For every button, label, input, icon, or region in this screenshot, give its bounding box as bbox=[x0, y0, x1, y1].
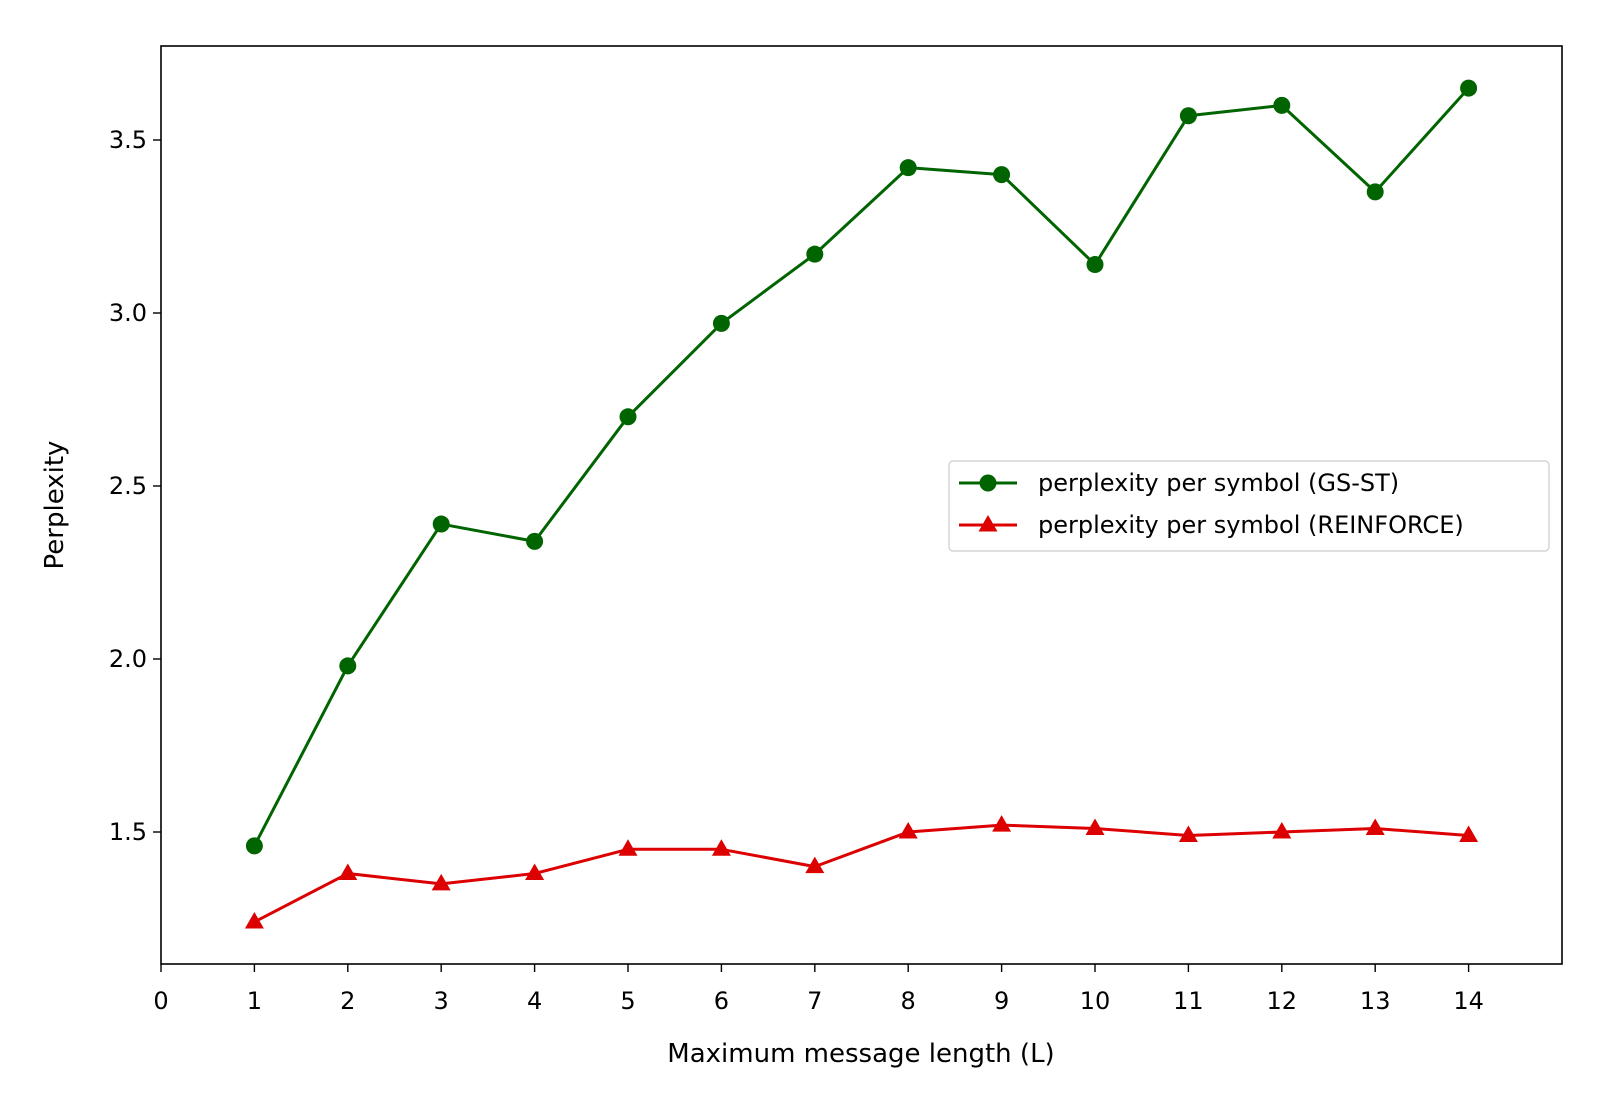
legend-label: perplexity per symbol (GS-ST) bbox=[1038, 469, 1399, 497]
series-layer bbox=[244, 79, 1479, 929]
legend-entry: perplexity per symbol (REINFORCE) bbox=[959, 511, 1464, 539]
data-point bbox=[1178, 825, 1198, 842]
y-tick-label: 2.0 bbox=[109, 645, 147, 673]
x-tick-label: 9 bbox=[994, 987, 1009, 1015]
data-point bbox=[339, 657, 357, 675]
plot-area-frame bbox=[160, 45, 1563, 965]
x-tick-label: 2 bbox=[340, 987, 355, 1015]
x-tick-label: 13 bbox=[1360, 987, 1391, 1015]
data-point bbox=[338, 863, 358, 881]
legend-marker bbox=[979, 474, 997, 492]
y-tick-label: 2.5 bbox=[109, 472, 147, 500]
legend-marker bbox=[978, 515, 998, 532]
x-tick-label: 5 bbox=[620, 987, 635, 1015]
data-point bbox=[898, 822, 918, 839]
data-point bbox=[712, 314, 730, 332]
y-axis-ticks: 1.5 2.0 2.5 3.0 3.5 bbox=[109, 126, 161, 846]
data-point bbox=[618, 839, 638, 856]
legend-entry: perplexity per symbol (GS-ST) bbox=[959, 469, 1399, 497]
series-2 bbox=[244, 815, 1479, 929]
x-tick-label: 3 bbox=[434, 987, 449, 1015]
x-tick-label: 14 bbox=[1453, 987, 1484, 1015]
x-tick-label: 7 bbox=[807, 987, 822, 1015]
series-1 bbox=[245, 79, 1478, 855]
data-point bbox=[1365, 818, 1385, 836]
data-point bbox=[806, 245, 824, 263]
x-tick-label: 10 bbox=[1080, 987, 1111, 1015]
legend: perplexity per symbol (GS-ST) perplexity … bbox=[948, 460, 1550, 552]
series-line bbox=[253, 823, 1469, 924]
data-point bbox=[1460, 79, 1478, 97]
data-point bbox=[1085, 818, 1105, 836]
y-tick-label: 1.5 bbox=[109, 818, 147, 846]
data-point bbox=[1459, 825, 1479, 842]
data-point bbox=[431, 873, 451, 891]
data-point bbox=[526, 532, 544, 550]
x-tick-label: 6 bbox=[714, 987, 729, 1015]
y-tick-label: 3.0 bbox=[109, 299, 147, 327]
legend-entries: perplexity per symbol (GS-ST) perplexity … bbox=[959, 469, 1464, 539]
data-point bbox=[244, 911, 264, 929]
data-point bbox=[899, 159, 917, 177]
legend-frame bbox=[948, 460, 1550, 552]
data-point bbox=[1366, 183, 1384, 201]
legend-label: perplexity per symbol (REINFORCE) bbox=[1038, 511, 1464, 539]
series-line bbox=[253, 87, 1470, 847]
x-tick-label: 0 bbox=[153, 987, 168, 1015]
x-tick-label: 8 bbox=[901, 987, 916, 1015]
x-tick-label: 11 bbox=[1173, 987, 1204, 1015]
x-axis-ticks: 0 1 2 3 4 5 6 7 8 9 10 11 12 13 14 bbox=[153, 964, 1484, 1015]
data-point bbox=[1273, 96, 1291, 114]
data-point bbox=[711, 839, 731, 856]
x-tick-label: 12 bbox=[1267, 987, 1298, 1015]
y-tick-label: 3.5 bbox=[109, 126, 147, 154]
data-point bbox=[993, 166, 1011, 184]
x-tick-label: 1 bbox=[247, 987, 262, 1015]
data-point bbox=[245, 837, 263, 855]
x-axis-label: Maximum message length (L) bbox=[667, 1039, 1054, 1069]
data-point bbox=[992, 815, 1012, 832]
data-point bbox=[525, 863, 545, 881]
data-point bbox=[805, 856, 825, 874]
y-axis-label: Perplexity bbox=[40, 441, 70, 570]
data-point bbox=[619, 408, 637, 426]
data-point bbox=[1086, 256, 1104, 274]
data-point bbox=[1272, 822, 1292, 839]
data-point bbox=[432, 515, 450, 533]
data-point bbox=[1179, 107, 1197, 125]
x-tick-label: 4 bbox=[527, 987, 542, 1015]
